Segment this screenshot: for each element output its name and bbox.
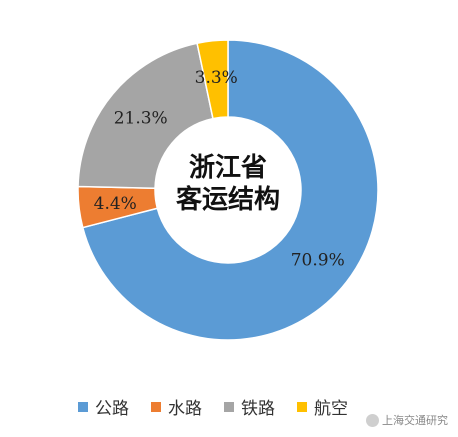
legend-item-air: 航空 [297, 394, 348, 419]
legend-swatch-rail [224, 401, 234, 412]
legend-item-water: 水路 [151, 394, 202, 419]
legend-item-road: 公路 [78, 394, 129, 419]
legend-swatch-air [297, 401, 307, 412]
legend-swatch-road [78, 401, 88, 412]
legend-label-air: 航空 [314, 399, 348, 419]
data-label-water: 4.4% [94, 194, 137, 214]
legend-label-water: 水路 [168, 399, 202, 419]
donut-slices [77, 39, 379, 341]
legend-swatch-water [151, 401, 161, 412]
legend: 公路 水路 铁路 航空 [78, 394, 348, 419]
data-label-rail: 21.3% [114, 108, 168, 128]
donut-chart: 70.9% 4.4% 21.3% 3.3% 浙江省 客运结构 [77, 39, 379, 341]
slice-road [81, 39, 379, 341]
center-title-line-1: 浙江省 [189, 153, 267, 183]
wechat-icon [366, 413, 379, 427]
legend-label-rail: 铁路 [241, 399, 275, 419]
data-label-air: 3.3% [195, 68, 238, 88]
data-label-road: 70.9% [291, 250, 345, 270]
legend-item-rail: 铁路 [224, 394, 275, 419]
watermark-text: 上海交通研究 [382, 414, 448, 427]
legend-label-road: 公路 [95, 399, 129, 419]
slice-rail [77, 42, 214, 190]
slice-air [196, 39, 229, 120]
center-title-line-2: 客运结构 [176, 184, 280, 215]
data-labels: 70.9% 4.4% 21.3% 3.3% [94, 68, 345, 270]
watermark: 上海交通研究 [366, 412, 448, 428]
